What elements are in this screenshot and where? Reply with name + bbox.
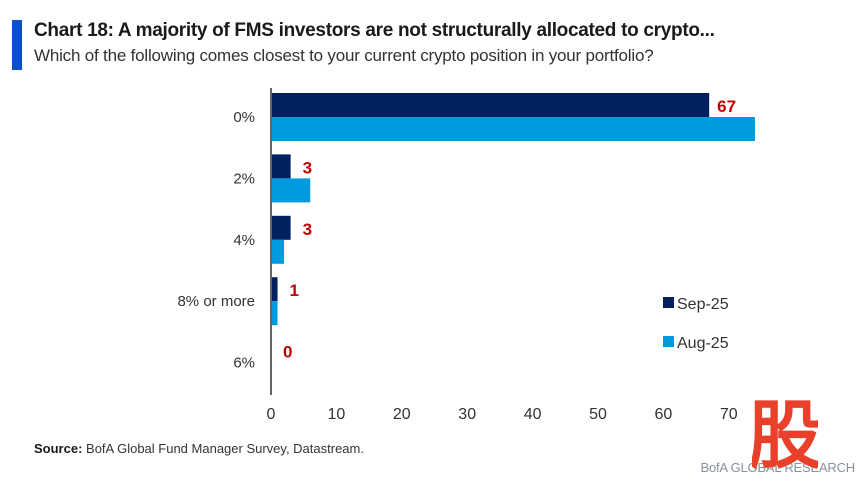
legend-label: Sep-25	[677, 296, 729, 313]
bar-aug-25-0	[271, 117, 755, 141]
chart-title: Chart 18: A majority of FMS investors ar…	[34, 20, 715, 41]
watermark-glyph: 股	[752, 393, 818, 471]
branding-text: BofA GLOBAL RESEARCH	[700, 460, 856, 475]
legend-swatch-aug-25	[663, 336, 674, 347]
x-tick-label: 10	[328, 406, 346, 423]
x-tick-label: 70	[720, 406, 738, 423]
x-tick-label: 30	[458, 406, 476, 423]
x-tick-label: 50	[589, 406, 607, 423]
watermark-icon: 股	[752, 393, 818, 471]
title-accent-bar	[12, 20, 22, 70]
data-label: 3	[303, 158, 312, 177]
bar-aug-25-1	[271, 178, 311, 203]
legend-swatch-sep-25	[663, 297, 674, 308]
bar-sep-25-3	[271, 277, 278, 302]
data-label: 1	[290, 281, 299, 300]
chart-subtitle: Which of the following comes closest to …	[34, 46, 654, 65]
category-label: 6%	[233, 355, 255, 372]
x-tick-label: 20	[393, 406, 411, 423]
data-label: 67	[717, 97, 736, 116]
x-tick-label: 40	[524, 406, 542, 423]
x-tick-label: 60	[655, 406, 673, 423]
bar-sep-25-2	[271, 215, 291, 240]
source-label: Source:	[34, 441, 83, 456]
bar-sep-25-1	[271, 154, 291, 179]
category-label: 4%	[233, 232, 255, 249]
category-label: 8% or more	[177, 293, 255, 310]
bar-aug-25-2	[271, 239, 285, 264]
x-tick-label: 0	[267, 406, 276, 423]
legend-label: Aug-25	[677, 335, 729, 352]
data-label: 3	[303, 220, 312, 239]
bar-aug-25-3	[271, 301, 278, 326]
bar-sep-25-0	[271, 93, 710, 117]
source-text: BofA Global Fund Manager Survey, Datastr…	[82, 441, 364, 456]
category-label: 2%	[233, 170, 255, 187]
category-label: 0%	[233, 109, 255, 126]
source-note: Source: BofA Global Fund Manager Survey,…	[34, 441, 364, 456]
data-label: 0	[283, 343, 292, 362]
